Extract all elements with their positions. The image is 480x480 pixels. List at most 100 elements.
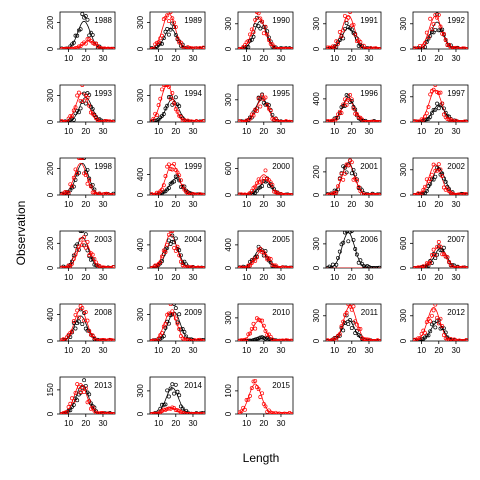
obs-point-red bbox=[244, 337, 249, 341]
obs-point-red bbox=[348, 12, 353, 14]
obs-point-red bbox=[107, 265, 112, 268]
obs-point-red bbox=[287, 411, 292, 414]
x-tick-label: 30 bbox=[452, 346, 461, 355]
x-tick-label: 30 bbox=[277, 127, 286, 136]
obs-point-black bbox=[175, 389, 180, 394]
obs-point-black bbox=[435, 252, 440, 257]
obs-point-red bbox=[80, 306, 85, 310]
fit-line-red bbox=[238, 320, 293, 341]
obs-point-red bbox=[263, 253, 268, 258]
obs-point-black bbox=[329, 266, 334, 268]
obs-point-red bbox=[330, 118, 335, 122]
obs-point-red bbox=[273, 47, 278, 49]
obs-point-red bbox=[440, 101, 445, 106]
obs-point-red bbox=[377, 193, 381, 195]
obs-point-black bbox=[342, 165, 347, 170]
obs-point-red bbox=[367, 120, 371, 122]
x-tick-label: 30 bbox=[365, 346, 374, 355]
obs-point-red bbox=[101, 411, 105, 414]
x-tick-label: 30 bbox=[189, 127, 198, 136]
panel-2005: 10 20 30 0 400 2005 bbox=[224, 230, 294, 282]
obs-point-red bbox=[101, 337, 105, 341]
obs-point-red bbox=[83, 245, 88, 250]
obs-point-red bbox=[88, 184, 93, 189]
obs-point-red bbox=[414, 266, 419, 268]
panel-year-label: 2011 bbox=[361, 308, 379, 317]
obs-point-red bbox=[87, 328, 92, 333]
obs-point-black bbox=[462, 47, 467, 49]
obs-point-red bbox=[460, 265, 465, 268]
obs-point-red bbox=[85, 95, 90, 100]
obs-point-red bbox=[248, 32, 252, 37]
x-tick-label: 30 bbox=[99, 273, 108, 282]
obs-point-black bbox=[266, 35, 271, 40]
obs-point-red bbox=[260, 391, 265, 396]
obs-point-red bbox=[327, 45, 332, 49]
obs-point-red bbox=[191, 191, 195, 195]
obs-point-black bbox=[90, 257, 95, 262]
obs-point-black bbox=[160, 41, 164, 46]
obs-point-red bbox=[424, 320, 429, 325]
obs-point-red bbox=[268, 410, 273, 414]
y-tick-label: 0 bbox=[399, 338, 408, 343]
obs-point-red bbox=[361, 120, 366, 122]
obs-point-red bbox=[107, 119, 112, 122]
obs-point-red bbox=[368, 120, 373, 122]
obs-point-red bbox=[287, 339, 292, 341]
obs-point-red bbox=[244, 397, 249, 402]
obs-point-red bbox=[168, 231, 173, 233]
obs-point-red bbox=[170, 405, 175, 410]
x-tick-label: 30 bbox=[189, 54, 198, 63]
obs-point-red bbox=[160, 330, 164, 335]
y-tick-label: 400 bbox=[224, 238, 233, 252]
obs-point-black bbox=[258, 26, 263, 31]
obs-point-red bbox=[165, 242, 170, 247]
obs-point-black bbox=[253, 23, 258, 28]
fit-line-red bbox=[238, 174, 293, 195]
panel-frame bbox=[59, 11, 116, 50]
obs-point-red bbox=[450, 191, 455, 195]
obs-point-red bbox=[111, 264, 115, 268]
obs-point-red bbox=[154, 411, 159, 414]
y-tick-label: 0 bbox=[136, 411, 145, 416]
obs-point-red bbox=[287, 119, 292, 122]
obs-point-red bbox=[90, 252, 95, 257]
panel-2000: 10 20 30 0 600 2000 bbox=[224, 157, 294, 209]
obs-point-black bbox=[151, 118, 156, 122]
obs-point-red bbox=[285, 120, 290, 122]
obs-point-red bbox=[447, 42, 452, 47]
obs-point-red bbox=[272, 117, 277, 122]
obs-point-red bbox=[194, 119, 199, 122]
obs-point-red bbox=[244, 193, 249, 195]
y-tick-label: 200 bbox=[46, 161, 55, 175]
obs-point-red bbox=[433, 304, 438, 307]
panel-frame bbox=[149, 11, 206, 50]
panel-year-label: 1993 bbox=[94, 89, 112, 98]
obs-point-red bbox=[464, 266, 468, 268]
obs-point-red bbox=[413, 266, 417, 268]
obs-point-black bbox=[375, 266, 380, 268]
obs-point-black bbox=[78, 106, 83, 111]
obs-point-black bbox=[349, 98, 354, 103]
obs-point-red bbox=[431, 162, 436, 167]
obs-point-red bbox=[109, 46, 114, 49]
obs-point-red bbox=[241, 338, 246, 341]
obs-point-red bbox=[238, 119, 242, 122]
obs-point-red bbox=[423, 41, 427, 45]
obs-point-red bbox=[166, 19, 171, 24]
obs-point-red bbox=[459, 120, 464, 122]
obs-point-red bbox=[166, 162, 171, 167]
obs-point-red bbox=[178, 334, 183, 339]
obs-point-black bbox=[426, 36, 431, 41]
obs-point-black bbox=[87, 33, 92, 38]
panel-frame bbox=[412, 84, 469, 123]
y-tick-label: 300 bbox=[224, 93, 233, 107]
x-tick-label: 20 bbox=[171, 346, 180, 355]
obs-point-red bbox=[196, 338, 201, 341]
obs-point-red bbox=[373, 46, 378, 49]
obs-point-red bbox=[260, 93, 265, 98]
obs-point-red bbox=[87, 103, 92, 108]
obs-point-black bbox=[83, 383, 88, 388]
